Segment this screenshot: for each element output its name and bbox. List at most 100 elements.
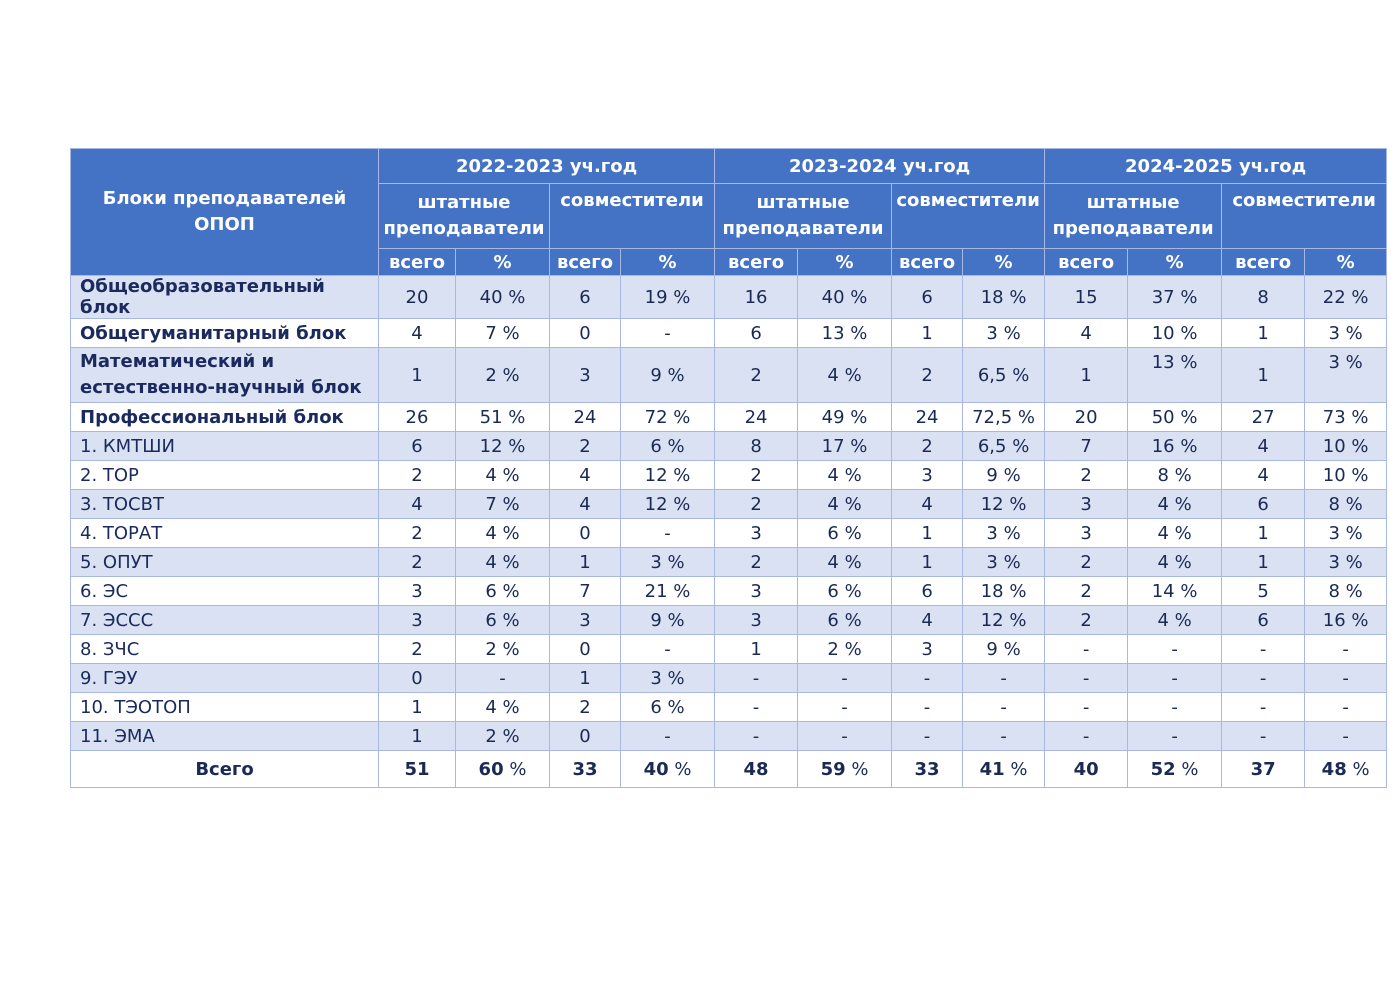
table-cell: 4	[1221, 431, 1306, 461]
total-cell: 40	[1044, 750, 1129, 788]
table-row: 7. ЭССС 3 6 % 3 9 % 3 6 % 4 12 % 2 4 % 6 16 %	[70, 605, 1388, 635]
total-unit: %	[1175, 758, 1199, 780]
table-cell: 3 %	[619, 663, 716, 693]
total-cell: 60 %	[455, 750, 550, 788]
table-cell: 4	[891, 605, 964, 635]
percent-subheader: %	[962, 248, 1046, 276]
table-cell: 8	[714, 431, 799, 461]
table-row: Общегуманитарный блок 4 7 % 0-6 13 % 1 3 % 4 10 …	[70, 318, 1388, 348]
table-cell: 6	[891, 576, 964, 606]
table-cell: 3 %	[962, 547, 1046, 577]
table-cell: 2	[378, 460, 456, 490]
table-cell: 14 %	[1127, 576, 1223, 606]
total-value: 52	[1150, 758, 1176, 780]
table-cell: 3 %	[1304, 318, 1388, 348]
table-cell: 3 %	[1304, 547, 1388, 577]
total-subheader: всего	[1221, 248, 1306, 276]
table-body: Общеобразовательный блок 20 40 % 6 19 % 16 40 …	[70, 275, 1388, 751]
table-cell: -	[1127, 634, 1223, 664]
table-cell: -	[1044, 692, 1129, 722]
total-unit: %	[668, 758, 692, 780]
table-cell: 12 %	[619, 460, 716, 490]
table-cell: 18 %	[962, 576, 1046, 606]
parttime-header: совместители	[1221, 183, 1388, 249]
table-cell: 16 %	[1304, 605, 1388, 635]
table-cell: -	[1304, 692, 1388, 722]
table-cell: 2	[378, 518, 456, 548]
table-cell: 19 %	[619, 275, 716, 319]
table-cell: 0	[378, 663, 456, 693]
table-cell: 4 %	[1127, 489, 1223, 519]
table-cell: 2 %	[455, 634, 550, 664]
table-cell: 6 %	[455, 576, 550, 606]
row-label: 5. ОПУТ	[70, 547, 379, 577]
table-cell: 72,5 %	[962, 402, 1046, 432]
table-cell: 7 %	[455, 489, 550, 519]
table-cell: 1	[1221, 518, 1306, 548]
table-cell: 2 %	[455, 721, 550, 751]
corner-line2: ОПОП	[194, 214, 255, 235]
table-row: Профессиональный блок 26 51 % 24 72 % 24 49 % 2…	[70, 402, 1388, 432]
table-cell: 2	[549, 431, 621, 461]
table-cell: -	[891, 663, 964, 693]
total-value: 51	[404, 758, 430, 780]
table-cell: 73 %	[1304, 402, 1388, 432]
row-label: 9. ГЭУ	[70, 663, 379, 693]
table-cell: 6 %	[619, 692, 716, 722]
table-cell: 4	[378, 318, 456, 348]
table-cell: 3	[378, 576, 456, 606]
table-row: 11. ЭМА 1 2 % 0- - - - - - - - -	[70, 721, 1388, 751]
row-label: 7. ЭССС	[70, 605, 379, 635]
table-cell: 6 %	[797, 605, 893, 635]
total-unit: %	[1004, 758, 1028, 780]
table-cell: 10 %	[1127, 318, 1223, 348]
table-cell: -	[1127, 721, 1223, 751]
staff-header: штатные преподаватели	[714, 183, 893, 249]
table-cell: 1	[378, 721, 456, 751]
table-cell: -	[797, 663, 893, 693]
total-subheader: всего	[891, 248, 964, 276]
table-cell: 6	[1221, 605, 1306, 635]
table-cell: 13 %	[1127, 347, 1223, 403]
table-cell: 1	[714, 634, 799, 664]
table-cell: 3	[1044, 518, 1129, 548]
column-header-blocks: Блоки преподавателей ОПОП	[70, 148, 379, 276]
row-label: Математический и естественно-научный бло…	[70, 347, 379, 403]
table-cell: 0	[549, 634, 621, 664]
table-cell: -	[1044, 721, 1129, 751]
total-unit: %	[503, 758, 527, 780]
total-subheader: всего	[1044, 248, 1129, 276]
table-cell: -	[962, 692, 1046, 722]
table-cell: 6 %	[619, 431, 716, 461]
table-cell: 0	[549, 318, 621, 348]
table-cell: 27	[1221, 402, 1306, 432]
total-cell: 51	[378, 750, 456, 788]
table-cell: 4	[549, 460, 621, 490]
table-cell: 6,5 %	[962, 431, 1046, 461]
table-cell: -	[1044, 663, 1129, 693]
table-cell: -	[455, 663, 550, 693]
table-cell: -	[891, 721, 964, 751]
table-cell: -	[797, 721, 893, 751]
row-label: 4. ТОРАТ	[70, 518, 379, 548]
table-cell: -	[1221, 634, 1306, 664]
total-value: 33	[914, 758, 940, 780]
table-cell: -	[619, 318, 716, 348]
table-row: 2. ТОР 2 4 % 4 12 % 2 4 % 3 9 % 2 8 % 4 10 %	[70, 460, 1388, 490]
table-row: 6. ЭС 3 6 % 7 21 % 3 6 % 6 18 % 2 14 % 5 8 %	[70, 576, 1388, 606]
table-cell: 4	[378, 489, 456, 519]
table-cell: 20	[1044, 402, 1129, 432]
table-cell: 1	[891, 318, 964, 348]
total-cell: 33	[549, 750, 621, 788]
table-cell: 7	[549, 576, 621, 606]
table-cell: -	[714, 663, 799, 693]
table-cell: -	[619, 634, 716, 664]
table-cell: 3 %	[1304, 347, 1388, 403]
table-row: Математический и естественно-научный бло…	[70, 347, 1388, 403]
table-cell: 8	[1221, 275, 1306, 319]
total-value: 33	[572, 758, 598, 780]
table-cell: 2	[1044, 605, 1129, 635]
table-cell: 9 %	[619, 347, 716, 403]
total-value: 40	[643, 758, 669, 780]
total-value: 40	[1073, 758, 1099, 780]
